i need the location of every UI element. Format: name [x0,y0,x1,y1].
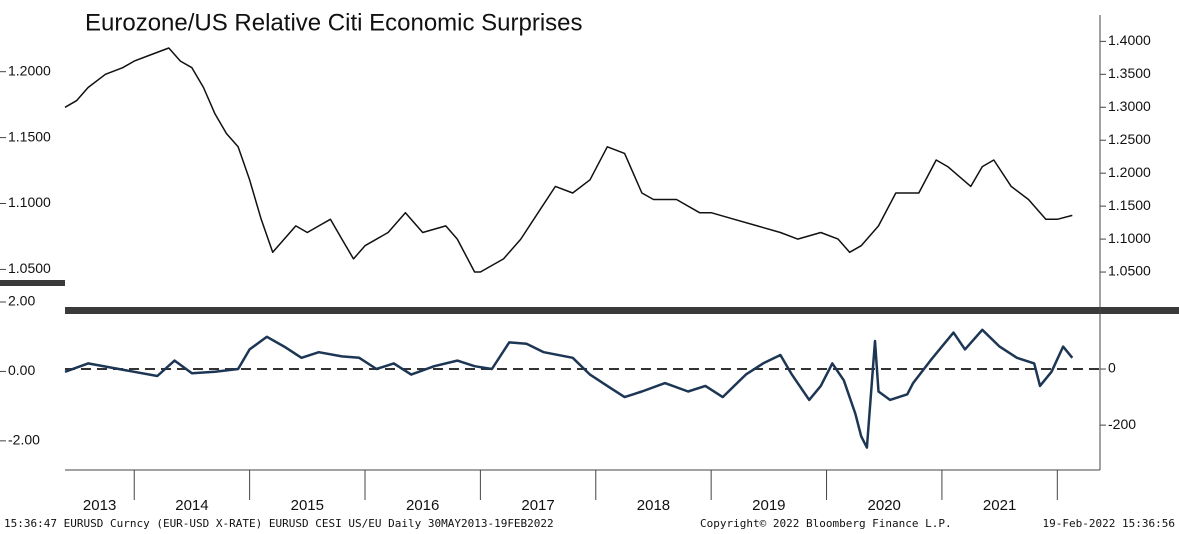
y-tick-label: 2.00 [8,293,35,309]
y-tick-label: 0.00 [8,362,35,378]
x-tick-label: 2016 [406,497,439,514]
y2-tick-label: 0 [1108,360,1116,376]
series-line [64,47,1073,273]
x-tick-label: 2014 [175,497,208,514]
x-tick-label: 2021 [983,497,1016,514]
y-tick-label: 1.1000 [8,194,51,210]
y2-tick-label: 1.3500 [1108,65,1151,81]
y2-tick-label: 1.0500 [1108,263,1151,279]
y2-tick-label: 1.3000 [1108,98,1151,114]
x-tick-label: 2020 [868,497,901,514]
y2-tick-label: 1.2500 [1108,131,1151,147]
y-tick-label: 1.0500 [8,260,51,276]
x-tick-label: 2013 [83,497,116,514]
y2-tick-label: -200 [1108,416,1136,432]
y2-tick-label: 1.1000 [1108,230,1151,246]
chart-title: Eurozone/US Relative Citi Economic Surpr… [85,9,583,36]
footer-left: 15:36:47 EURUSD Curncy (EUR-USD X-RATE) … [4,517,554,530]
footer-right: 19-Feb-2022 15:36:56 [1043,517,1175,530]
series-line [64,328,1074,449]
panel-divider-left [0,280,65,286]
y2-tick-label: 1.1500 [1108,197,1151,213]
x-tick-label: 2017 [521,497,554,514]
y-tick-label: 1.1500 [8,128,51,144]
footer-middle: Copyright© 2022 Bloomberg Finance L.P. [700,517,952,530]
y-tick-label: 1.2000 [8,62,51,78]
y2-tick-label: 1.2000 [1108,164,1151,180]
x-tick-label: 2019 [752,497,785,514]
y2-tick-label: 1.4000 [1108,32,1151,48]
x-tick-label: 2018 [637,497,670,514]
y-tick-label: -2.00 [8,432,40,448]
panel-divider [65,307,1179,314]
x-tick-label: 2015 [291,497,324,514]
